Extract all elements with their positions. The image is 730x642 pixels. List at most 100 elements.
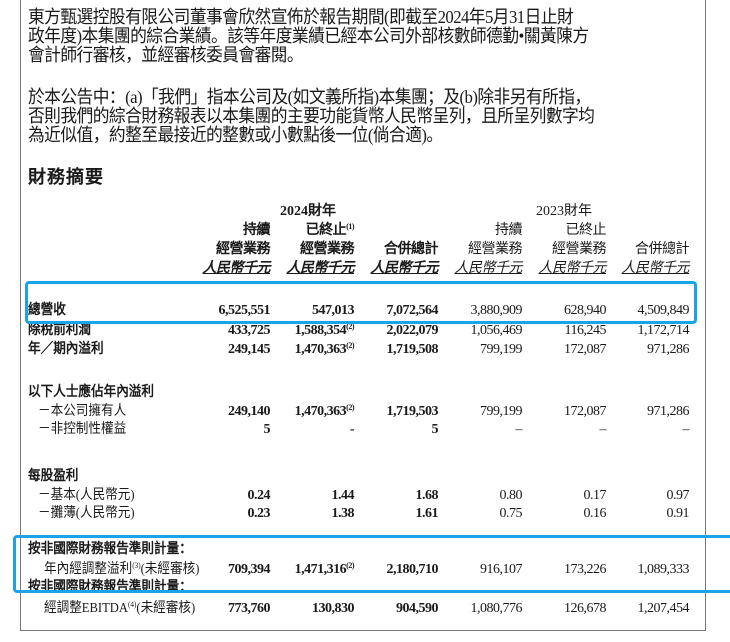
row-label: －本公司擁有人 [38, 403, 126, 421]
cell-value: 0.23 [247, 506, 271, 521]
table-row: －攤薄(人民幣元) 0.23 1.38 1.61 0.75 0.16 0.91 [0, 505, 730, 523]
table-cell: 1,172,714 [638, 322, 690, 340]
cell-value: – [682, 422, 690, 437]
column-header-line1: 持續 [243, 222, 271, 240]
cell-value: 2,022,079 [386, 323, 439, 338]
table-cell: 1,719,508 [387, 341, 439, 359]
table-cell: 0.23 [248, 505, 271, 523]
table-cell: 799,199 [480, 341, 523, 359]
footnote-marker: (2) [346, 341, 354, 350]
column-header-row-3: 人民幣千元 人民幣千元 人民幣千元 人民幣千元 人民幣千元 人民幣千元 [0, 260, 730, 278]
cell-value: – [599, 422, 607, 437]
column-header-line2: 合併總計 [384, 242, 439, 257]
table-row: 總營收 6,525,551 547,013 7,072,564 3,880,909 628… [0, 302, 730, 320]
column-header-row-1: 持續 已終止(1) 持續 已終止 [0, 222, 730, 240]
cell-value: – [515, 422, 523, 437]
footnote-marker: (2) [346, 403, 354, 412]
header-text: 已終止 [565, 223, 607, 238]
header-text: 持續 [243, 223, 271, 238]
cell-value: 1.38 [331, 506, 355, 521]
column-header-line2: 經營業務 [552, 242, 607, 257]
table-cell: 1,080,776 [471, 600, 523, 618]
column-unit: 人民幣千元 [538, 261, 607, 276]
table-cell: 1.44 [332, 487, 355, 505]
column-header-line2: 經營業務 [468, 242, 523, 257]
footnote-marker: (3) [132, 561, 141, 570]
table-cell: 2,022,079 [387, 322, 439, 340]
cell-value: 0.91 [666, 506, 690, 521]
cell-value: 6,525,551 [218, 303, 271, 318]
unaudited-note: (未經審核) [136, 601, 196, 616]
row-label-text: 除稅前利潤 [28, 323, 91, 338]
row-label: 以下人士應佔年內溢利 [28, 384, 154, 402]
year-header-2024: 2024財年 [280, 204, 336, 219]
cell-value: 0.75 [499, 506, 523, 521]
column-unit: 人民幣千元 [621, 261, 690, 276]
year-header-row: 2024財年 2023財年 [0, 203, 730, 221]
cell-value: 916,107 [480, 562, 523, 577]
cell-value: - [349, 422, 355, 437]
table-cell: 1,207,454 [638, 600, 690, 618]
row-label: －基本(人民幣元) [38, 487, 135, 505]
cell-value: 249,140 [228, 404, 271, 419]
row-label: －非控制性權益 [38, 421, 126, 439]
text-line: 會計師行審核，並經審核委員會審閱。 [28, 45, 304, 65]
column-header-line1: 已終止 [566, 222, 607, 240]
column-header-row-2: 經營業務 經營業務 合併總計 經營業務 經營業務 合併總計 [0, 241, 730, 259]
cell-value: 1,470,363 [294, 342, 347, 357]
table-row: 經調整EBITDA(4)(未經審核) 773,760 130,830 904,590 1… [0, 600, 730, 618]
table-cell: 0.91 [667, 505, 690, 523]
table-cell: 0.97 [667, 487, 690, 505]
column-unit: 人民幣千元 [370, 261, 439, 276]
table-cell: 547,013 [312, 302, 355, 320]
table-cell: 1,719,503 [387, 403, 439, 421]
table-cell: 1,471,316(2) [295, 561, 355, 579]
table-cell: 173,226 [564, 561, 607, 579]
row-label: 年內經調整溢利(3)(未經審核) [44, 561, 199, 579]
column-header-line1: 已終止(1) [306, 222, 355, 240]
table-cell: 1,470,363(2) [295, 403, 355, 421]
table-row: 以下人士應佔年內溢利 [0, 384, 730, 402]
column-unit: 人民幣千元 [454, 261, 523, 276]
table-cell: 0.17 [584, 487, 607, 505]
cell-value: 799,199 [480, 342, 523, 357]
table-cell: 249,140 [228, 403, 271, 421]
table-cell: 1,056,469 [471, 322, 523, 340]
cell-value: 0.17 [583, 488, 607, 503]
highlight-box-adjusted-profit [13, 535, 730, 593]
intro-paragraph-1: 東方甄選控股有限公司董事會欣然宣佈於報告期間(即截至2024年5月31日止財 政… [28, 8, 657, 65]
table-cell: - [349, 421, 355, 439]
row-label-text: 按非國際財務報告準則計量： [28, 542, 192, 557]
table-cell: 172,087 [564, 341, 607, 359]
table-cell: 709,394 [228, 561, 271, 579]
row-label: 年／期內溢利 [28, 341, 104, 359]
table-cell: 0.24 [248, 487, 271, 505]
text-line: 政年度)本集團的綜合業績。該等年度業績已經本公司外部核數師德勤•關黃陳方 [28, 26, 589, 46]
row-label: 每股盈利 [28, 468, 78, 486]
text-line: 為近似值，約整至最接近的整數或小數點後一位(倘合適)。 [28, 125, 443, 145]
table-cell: 6,525,551 [219, 302, 271, 320]
table-row: 按非國際財務報告準則計量： [0, 541, 730, 559]
row-label: 經調整EBITDA(4)(未經審核) [44, 600, 195, 618]
cell-value: 0.24 [247, 488, 271, 503]
cell-value: 1,588,354 [294, 323, 347, 338]
row-label-text: －本公司擁有人 [38, 404, 127, 419]
document-page [20, 0, 706, 631]
cell-value: 547,013 [312, 303, 355, 318]
table-cell: 5 [264, 421, 271, 439]
table-cell: 971,286 [647, 403, 690, 421]
table-cell: 7,072,564 [387, 302, 439, 320]
table-cell: 971,286 [647, 341, 690, 359]
table-cell: – [516, 421, 523, 439]
table-cell: 2,180,710 [387, 561, 439, 579]
text-line: 東方甄選控股有限公司董事會欣然宣佈於報告期間(即截至2024年5月31日止財 [28, 7, 574, 27]
table-cell: 172,087 [564, 403, 607, 421]
cell-value: 1,089,333 [637, 562, 690, 577]
column-header-line1: 持續 [495, 222, 523, 240]
table-cell: 130,830 [312, 600, 355, 618]
cell-value: 628,940 [564, 303, 607, 318]
cell-value: 249,145 [228, 342, 271, 357]
row-label-text: 年／期內溢利 [28, 342, 104, 357]
table-cell: 904,590 [396, 600, 439, 618]
cell-value: 0.16 [583, 506, 607, 521]
